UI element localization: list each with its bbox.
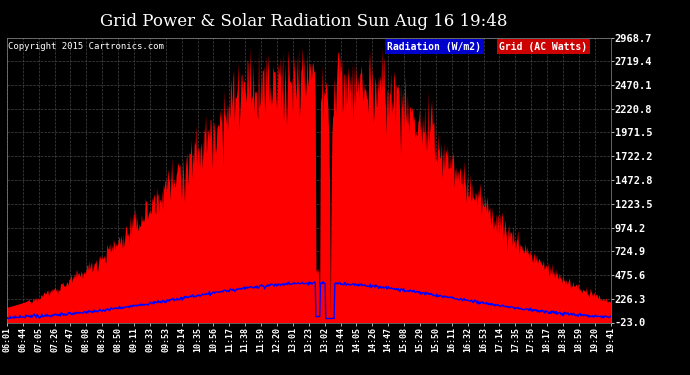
Text: Copyright 2015 Cartronics.com: Copyright 2015 Cartronics.com bbox=[8, 42, 164, 51]
Text: Radiation (W/m2): Radiation (W/m2) bbox=[387, 42, 481, 52]
Text: Grid (AC Watts): Grid (AC Watts) bbox=[499, 42, 587, 52]
Text: Grid Power & Solar Radiation Sun Aug 16 19:48: Grid Power & Solar Radiation Sun Aug 16 … bbox=[100, 13, 507, 30]
